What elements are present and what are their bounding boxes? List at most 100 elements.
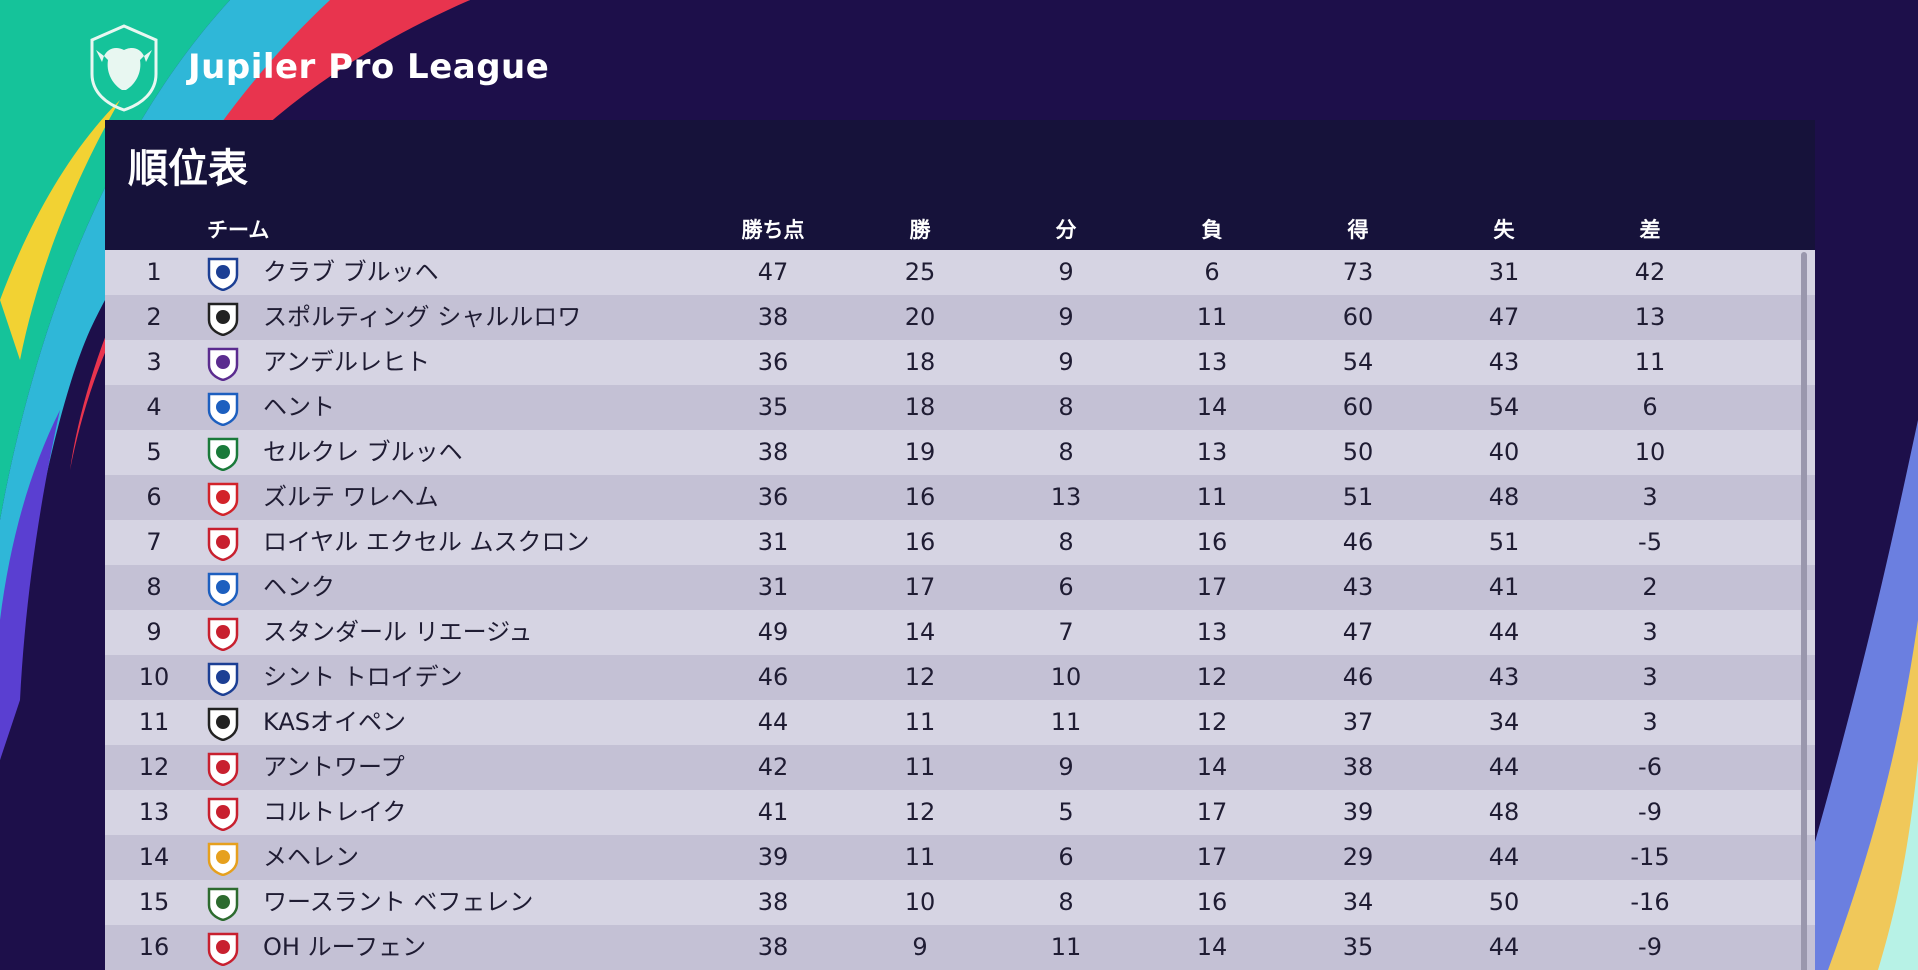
goals-against-cell: 44 [1488,753,1520,781]
goals-for-cell: 38 [1342,753,1374,781]
mouscron-crest-icon [205,525,241,562]
goals-for-cell: 29 [1342,843,1374,871]
points-cell: 36 [757,483,789,511]
draws-cell: 6 [1058,843,1074,871]
points-cell: 42 [757,753,789,781]
standings-panel: 順位表 チーム 勝ち点 勝 分 負 得 失 差 1 クラブ ブルッヘ 47 25 9 6 7… [105,120,1815,970]
team-name-cell: スタンダール リエージュ [263,618,533,646]
rank-cell: 10 [138,663,170,691]
anderlecht-crest-icon [205,345,241,382]
col-goals-against-header: 失 [1493,218,1515,242]
draws-cell: 11 [1050,933,1082,961]
genk-crest-icon [205,570,241,607]
draws-cell: 11 [1050,708,1082,736]
losses-cell: 12 [1196,708,1228,736]
table-row[interactable]: 2 スポルティング シャルルロワ 38 20 9 11 60 47 13 [105,295,1815,340]
team-name-cell: ロイヤル エクセル ムスクロン [263,528,590,556]
wins-cell: 20 [904,303,936,331]
antwerp-crest-icon [205,750,241,787]
goals-against-cell: 41 [1488,573,1520,601]
points-cell: 38 [757,438,789,466]
points-cell: 49 [757,618,789,646]
oh-leuven-crest-icon [205,930,241,967]
points-cell: 38 [757,933,789,961]
goals-for-cell: 35 [1342,933,1374,961]
losses-cell: 13 [1196,348,1228,376]
table-row[interactable]: 5 セルクレ ブルッヘ 38 19 8 13 50 40 10 [105,430,1815,475]
eupen-crest-icon [205,705,241,742]
draws-cell: 7 [1058,618,1074,646]
wins-cell: 14 [904,618,936,646]
table-row[interactable]: 16 OH ルーフェン 38 9 11 14 35 44 -9 [105,925,1815,970]
cercle-brugge-crest-icon [205,435,241,472]
losses-cell: 11 [1196,483,1228,511]
draws-cell: 6 [1058,573,1074,601]
rank-cell: 13 [138,798,170,826]
bull-shield-icon [90,24,158,112]
table-row[interactable]: 13 コルトレイク 41 12 5 17 39 48 -9 [105,790,1815,835]
sint-truiden-crest-icon [205,660,241,697]
team-name-cell: クラブ ブルッヘ [263,258,439,286]
losses-cell: 13 [1196,618,1228,646]
table-row[interactable]: 7 ロイヤル エクセル ムスクロン 31 16 8 16 46 51 -5 [105,520,1815,565]
col-losses-header: 負 [1201,218,1223,242]
draws-cell: 13 [1050,483,1082,511]
col-wins-header: 勝 [909,218,931,242]
table-row[interactable]: 4 ヘント 35 18 8 14 60 54 6 [105,385,1815,430]
losses-cell: 14 [1196,393,1228,421]
table-row[interactable]: 3 アンデルレヒト 36 18 9 13 54 43 11 [105,340,1815,385]
goals-against-cell: 43 [1488,663,1520,691]
goals-for-cell: 60 [1342,393,1374,421]
goal-diff-cell: 10 [1634,438,1666,466]
team-name-cell: スポルティング シャルルロワ [263,303,582,331]
points-cell: 44 [757,708,789,736]
rank-cell: 6 [146,483,162,511]
rank-cell: 4 [146,393,162,421]
points-cell: 36 [757,348,789,376]
rank-cell: 16 [138,933,170,961]
losses-cell: 17 [1196,573,1228,601]
charleroi-crest-icon [205,300,241,337]
standings-scrollbar[interactable] [1801,252,1807,970]
losses-cell: 17 [1196,843,1228,871]
goals-against-cell: 48 [1488,483,1520,511]
goal-diff-cell: -16 [1630,888,1670,916]
goal-diff-cell: 6 [1642,393,1658,421]
table-row[interactable]: 10 シント トロイデン 46 12 10 12 46 43 3 [105,655,1815,700]
col-goal-diff-header: 差 [1639,218,1661,242]
table-row[interactable]: 15 ワースラント ベフェレン 38 10 8 16 34 50 -16 [105,880,1815,925]
rank-cell: 8 [146,573,162,601]
col-goals-for-header: 得 [1347,218,1369,242]
goals-for-cell: 60 [1342,303,1374,331]
table-row[interactable]: 12 アントワープ 42 11 9 14 38 44 -6 [105,745,1815,790]
goal-diff-cell: -6 [1638,753,1662,781]
table-row[interactable]: 9 スタンダール リエージュ 49 14 7 13 47 44 3 [105,610,1815,655]
table-row[interactable]: 11 KASオイペン 44 11 11 12 37 34 3 [105,700,1815,745]
table-row[interactable]: 6 ズルテ ワレヘム 36 16 13 11 51 48 3 [105,475,1815,520]
draws-cell: 9 [1058,303,1074,331]
draws-cell: 8 [1058,438,1074,466]
goals-for-cell: 47 [1342,618,1374,646]
losses-cell: 11 [1196,303,1228,331]
table-row[interactable]: 14 メヘレン 39 11 6 17 29 44 -15 [105,835,1815,880]
rank-cell: 5 [146,438,162,466]
draws-cell: 8 [1058,528,1074,556]
goal-diff-cell: 3 [1642,708,1658,736]
goals-against-cell: 43 [1488,348,1520,376]
team-name-cell: アントワープ [263,753,405,781]
team-name-cell: ワースラント ベフェレン [263,888,534,916]
rank-cell: 15 [138,888,170,916]
goal-diff-cell: 11 [1634,348,1666,376]
table-row[interactable]: 1 クラブ ブルッヘ 47 25 9 6 73 31 42 [105,250,1815,295]
col-team-header: チーム [207,218,270,242]
kortrijk-crest-icon [205,795,241,832]
wins-cell: 18 [904,348,936,376]
goals-for-cell: 50 [1342,438,1374,466]
table-row[interactable]: 8 ヘンク 31 17 6 17 43 41 2 [105,565,1815,610]
points-cell: 35 [757,393,789,421]
draws-cell: 8 [1058,888,1074,916]
goals-against-cell: 40 [1488,438,1520,466]
draws-cell: 5 [1058,798,1074,826]
standings-title: 順位表 [128,146,248,192]
team-name-cell: アンデルレヒト [263,348,431,376]
